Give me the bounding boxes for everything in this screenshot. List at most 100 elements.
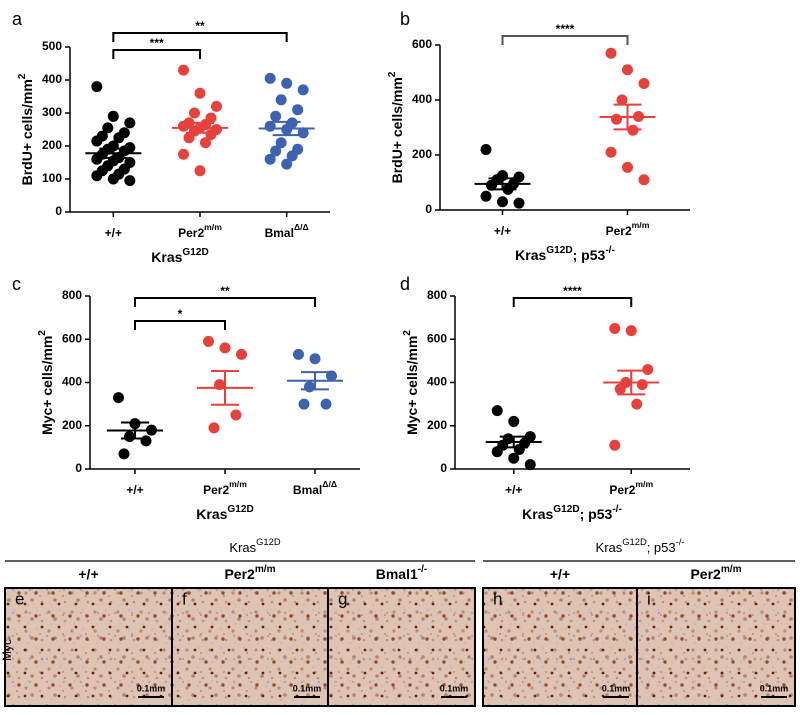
data-point: [636, 379, 648, 391]
data-point: [194, 165, 206, 177]
y-tick-label: 600: [427, 331, 447, 345]
x-axis-label: KrasG12D: [196, 504, 253, 522]
x-tick-label-part: m/m: [204, 222, 222, 232]
x-axis-label-part: G12D: [227, 504, 253, 515]
y-tick-label: 200: [427, 418, 447, 432]
column-label: Bmal1-/-: [376, 564, 428, 582]
column-label-part: Bmal1: [376, 566, 418, 582]
x-tick-label: Per2m/m: [609, 479, 653, 497]
x-tick-label-part: +/+: [505, 483, 522, 497]
y-axis-label-part: 2: [402, 330, 413, 336]
x-tick-label: Per2m/m: [203, 479, 247, 497]
data-point: [118, 448, 130, 460]
x-tick-label-part: Per2: [606, 224, 632, 238]
data-point: [611, 113, 622, 125]
data-point: [113, 392, 124, 404]
y-axis-label-part: BrdU+ cells/mm: [19, 79, 35, 185]
data-point: [480, 144, 492, 155]
x-tick-label: Per2m/m: [606, 220, 650, 238]
x-tick-label: Per2m/m: [178, 222, 222, 240]
sem-bar: [272, 120, 301, 137]
data-point: [614, 383, 626, 395]
y-tick-label: 600: [412, 37, 432, 51]
data-point: [281, 158, 293, 170]
significance-bracket: [112, 32, 288, 42]
sem-bar: [613, 103, 642, 131]
y-tick-label: 0: [440, 461, 447, 475]
column-label-part: Per2: [224, 566, 255, 582]
scale-bar-label: 0.1mm: [602, 683, 631, 693]
panel: a 0 100 200 300 400 500 +/+ Per2m/m BmalΔ/Δ KrasG1…: [12, 9, 330, 265]
data-point: [113, 132, 125, 144]
data-point: [107, 110, 119, 122]
y-axis-label: Myc+ cells/mm2: [402, 330, 420, 435]
scale-bar-label: 0.1mm: [137, 683, 166, 693]
data-point: [320, 398, 332, 410]
x-tick-label: BmalΔ/Δ: [265, 222, 309, 240]
data-point: [124, 431, 135, 443]
y-tick-label: 200: [62, 418, 82, 432]
significance-label: **: [220, 284, 230, 298]
data-point: [292, 104, 304, 116]
y-axis-label-part: Myc+ cells/mm: [39, 336, 55, 435]
data-point: [178, 64, 189, 76]
y-tick-label: 100: [42, 171, 62, 185]
panel-label: c: [12, 274, 21, 294]
panel-label: b: [400, 9, 410, 29]
significance-label: ****: [556, 22, 575, 36]
column-label: Per2m/m: [224, 564, 275, 582]
image-letter: f: [182, 589, 187, 608]
y-tick-label: 800: [62, 288, 82, 302]
x-axis-label: KrasG12D: [151, 247, 208, 265]
y-tick-label: 500: [42, 39, 62, 53]
scale-bar-label: 0.1mm: [293, 683, 322, 693]
x-tick-label-part: Δ/Δ: [294, 222, 309, 232]
data-point: [91, 153, 103, 165]
data-point: [524, 459, 536, 471]
data-point: [497, 196, 508, 208]
data-point: [297, 84, 309, 96]
data-point: [622, 64, 633, 76]
row-label: Myc: [0, 639, 14, 661]
x-tick-label-part: +/+: [126, 483, 143, 497]
x-tick-label-part: +/+: [105, 226, 122, 240]
data-point: [102, 122, 114, 134]
x-axis-label-part: Kras: [522, 506, 553, 522]
y-tick-label: 0: [75, 461, 82, 475]
column-label-part: m/m: [255, 564, 276, 575]
significance-bracket: [512, 297, 633, 307]
data-point: [609, 439, 621, 451]
data-point: [298, 398, 310, 410]
y-tick-label: 200: [412, 147, 432, 161]
sem-bar: [301, 371, 329, 391]
column-label-part: +/+: [78, 566, 98, 582]
data-point: [625, 325, 637, 337]
data-point: [124, 175, 136, 187]
x-axis-label-part: Kras: [196, 506, 227, 522]
group-header-part: -/-: [676, 537, 685, 547]
y-tick-label: 300: [42, 105, 62, 119]
y-axis-label-part: Myc+ cells/mm: [404, 336, 420, 435]
data-point: [605, 146, 617, 158]
micrograph-overlay: [636, 587, 796, 707]
y-tick-label: 400: [62, 375, 82, 389]
data-point: [275, 137, 287, 149]
data-point: [631, 398, 643, 410]
data-point: [638, 78, 650, 89]
y-axis-label: BrdU+ cells/mm2: [387, 71, 405, 183]
x-axis-label-part: ; p53: [580, 506, 613, 522]
x-axis-label-part: G12D: [182, 247, 208, 258]
sem-bar: [121, 421, 149, 440]
x-axis-label-part: G12D: [546, 245, 572, 256]
group-header-part: Kras: [596, 540, 623, 555]
x-axis-label-part: -/-: [605, 245, 615, 256]
significance-label: ****: [563, 284, 582, 298]
data-point: [638, 174, 650, 186]
column-label: +/+: [550, 566, 570, 582]
y-axis-label-part: 2: [387, 71, 398, 77]
x-tick-label-part: m/m: [632, 220, 650, 230]
y-axis-label: Myc+ cells/mm2: [37, 330, 55, 435]
data-point: [91, 135, 103, 147]
data-point: [183, 132, 195, 144]
